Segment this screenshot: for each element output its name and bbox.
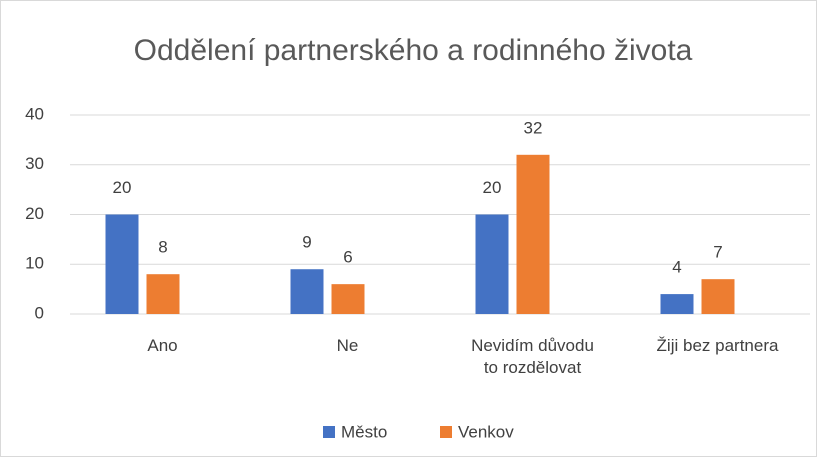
data-label: 7	[713, 243, 722, 262]
data-label: 20	[113, 178, 132, 197]
data-label: 20	[483, 178, 502, 197]
legend-label: Město	[341, 422, 387, 441]
x-tick-label-box: Nevidím důvodu to rozdělovat	[471, 336, 594, 377]
legend-swatch	[440, 426, 452, 438]
x-tick-label: Ano	[147, 336, 178, 355]
x-tick-label: Žiji bez partnera	[656, 336, 779, 355]
x-tick-label-box: Ano	[147, 336, 178, 355]
chart-title: Oddělení partnerského a rodinného života	[134, 34, 693, 67]
y-tick-label: 30	[25, 154, 44, 173]
bar	[290, 269, 324, 314]
data-label: 4	[672, 258, 681, 277]
x-tick-label: Ne	[336, 336, 359, 355]
bar	[660, 294, 694, 314]
bar	[331, 284, 365, 314]
bar	[516, 154, 550, 314]
bar	[146, 274, 180, 314]
y-tick-label: 40	[25, 104, 44, 123]
bar	[475, 214, 509, 314]
y-tick-label: 20	[25, 204, 44, 223]
data-label: 6	[343, 248, 352, 267]
data-label: 9	[302, 233, 311, 252]
x-tick-label: Nevidím důvodu to rozdělovat	[471, 336, 594, 377]
bar	[701, 279, 735, 314]
legend-label: Venkov	[458, 422, 514, 441]
legend-swatch	[323, 426, 335, 438]
data-label: 32	[524, 118, 543, 137]
y-tick-label: 0	[35, 303, 44, 322]
x-tick-label-box: Žiji bez partnera	[656, 336, 779, 355]
data-label: 8	[158, 238, 167, 257]
bar	[105, 214, 139, 314]
y-tick-label: 10	[25, 254, 44, 273]
x-tick-label-box: Ne	[336, 336, 359, 355]
